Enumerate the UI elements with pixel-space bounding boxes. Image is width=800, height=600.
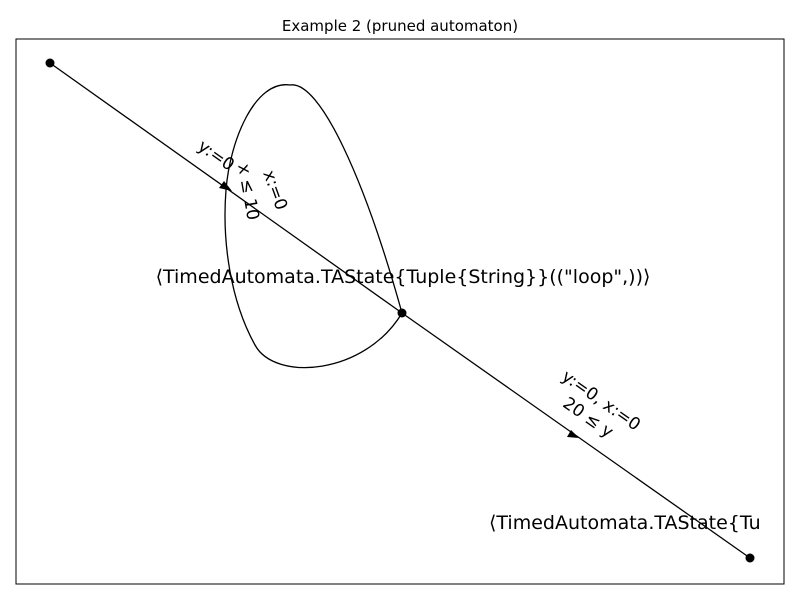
edge-self-loop <box>224 84 403 369</box>
figure-title: Example 2 (pruned automaton) <box>282 17 518 35</box>
arrowhead-loop-to-exit <box>567 430 579 438</box>
plot-frame <box>15 38 785 585</box>
node-bottom-right-label: ⟨TimedAutomata.TAState{Tu <box>489 512 761 534</box>
node-top-left <box>45 58 55 68</box>
arrowhead-init-to-loop <box>219 181 232 191</box>
node-bottom-right <box>745 553 755 563</box>
edge-self-loop-reset-label: x:=0 <box>258 168 291 213</box>
edge-self-loop-guard-label: x ≤ 10 <box>233 162 263 221</box>
node-loop <box>397 308 407 318</box>
node-loop-label: ⟨TimedAutomata.TAState{Tuple{String}}(("… <box>156 266 651 288</box>
